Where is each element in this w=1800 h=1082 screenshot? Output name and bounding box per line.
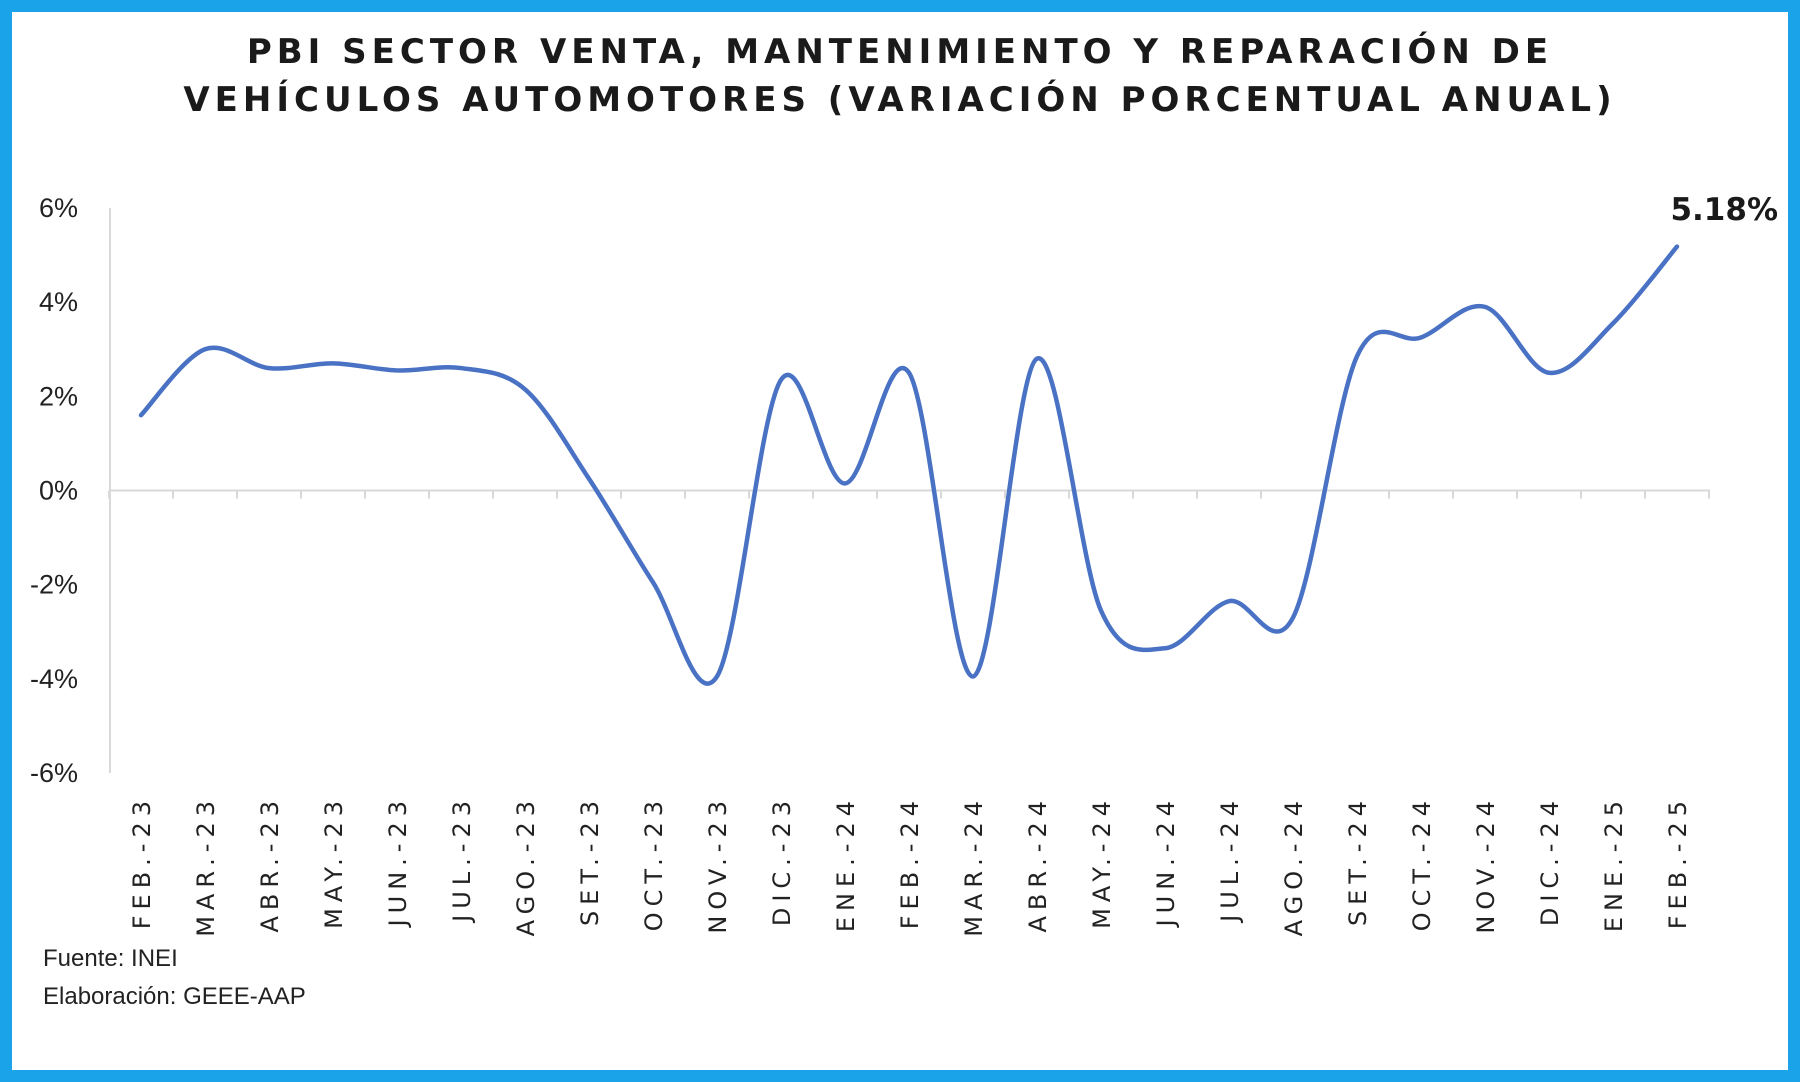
- source-note: Fuente: INEI: [43, 945, 178, 972]
- x-tick-label: ENE.-25: [1600, 795, 1628, 932]
- data-point: [1419, 335, 1423, 339]
- chart-title: PBI SECTOR VENTA, MANTENIMIENTO Y REPARA…: [0, 28, 1800, 124]
- credit-note: Elaboración: GEEE-AAP: [43, 983, 306, 1010]
- y-tick-label: 4%: [39, 287, 78, 317]
- data-point: [1099, 609, 1103, 613]
- x-tick-label: MAY.-23: [320, 795, 348, 929]
- data-point: [715, 674, 719, 678]
- data-point: [971, 674, 975, 678]
- x-tick-label: FEB.-24: [896, 795, 924, 929]
- series-line: [138, 244, 1680, 686]
- data-point: [779, 378, 783, 382]
- x-tick-label: SET.-23: [576, 795, 604, 926]
- data-point: [395, 368, 399, 372]
- data-label-last: 5.18%: [1670, 192, 1778, 228]
- y-tick-label: 2%: [39, 381, 78, 411]
- x-tick-label: DIC.-24: [1536, 795, 1564, 926]
- data-point: [1035, 357, 1039, 361]
- data-point: [651, 580, 655, 584]
- data-point: [1227, 599, 1231, 603]
- x-tick-label: MAR.-23: [192, 795, 220, 937]
- data-point: [459, 366, 463, 370]
- x-tick-label: NOV.-24: [1472, 795, 1500, 934]
- x-tick-label: ABR.-23: [256, 795, 284, 933]
- data-point: [331, 361, 335, 365]
- x-tick-label: FEB.-25: [1664, 795, 1692, 929]
- x-tick-label: JUL.-24: [1216, 795, 1244, 924]
- chart-title-line-2: VEHÍCULOS AUTOMOTORES (VARIACIÓN PORCENT…: [183, 80, 1617, 120]
- x-tick-label: MAR.-24: [960, 795, 988, 937]
- data-point: [1547, 371, 1551, 375]
- x-tick-label: MAY.-24: [1088, 795, 1116, 929]
- x-tick-label: AGO.-23: [512, 795, 540, 936]
- x-tick-label: ABR.-24: [1024, 795, 1052, 933]
- y-tick-label: -6%: [30, 758, 78, 788]
- x-tick-label: DIC.-23: [768, 795, 796, 926]
- data-point: [1163, 646, 1167, 650]
- x-tick-label: JUL.-23: [448, 795, 476, 924]
- data-point: [1611, 321, 1615, 325]
- x-tick-label: OCT.-24: [1408, 795, 1436, 931]
- x-tick-label: JUN.-24: [1152, 795, 1180, 928]
- x-tick-label: FEB.-23: [128, 795, 156, 929]
- y-tick-label: 6%: [39, 193, 78, 223]
- data-point: [1291, 616, 1295, 620]
- data-point: [267, 366, 271, 370]
- x-tick-label: SET.-24: [1344, 795, 1372, 926]
- data-point: [1675, 245, 1679, 249]
- x-tick-label: NOV.-23: [704, 795, 732, 934]
- data-point: [523, 387, 527, 391]
- data-point: [587, 477, 591, 481]
- x-tick-label: OCT.-23: [640, 795, 668, 931]
- chart-footer: Fuente: INEI Elaboración: GEEE-AAP: [43, 940, 306, 1016]
- x-tick-label: JUN.-23: [384, 795, 412, 928]
- x-tick-label: ENE.-24: [832, 795, 860, 932]
- data-point: [139, 413, 143, 417]
- y-tick-label: -2%: [30, 570, 78, 600]
- data-point: [1355, 354, 1359, 358]
- data-point: [1483, 305, 1487, 309]
- chart-title-line-1: PBI SECTOR VENTA, MANTENIMIENTO Y REPARA…: [246, 32, 1554, 72]
- data-point: [203, 347, 207, 351]
- data-point: [843, 481, 847, 485]
- x-tick-label: AGO.-24: [1280, 795, 1308, 936]
- data-point: [907, 371, 911, 375]
- y-tick-label: -4%: [30, 664, 78, 694]
- y-tick-label: 0%: [39, 476, 78, 506]
